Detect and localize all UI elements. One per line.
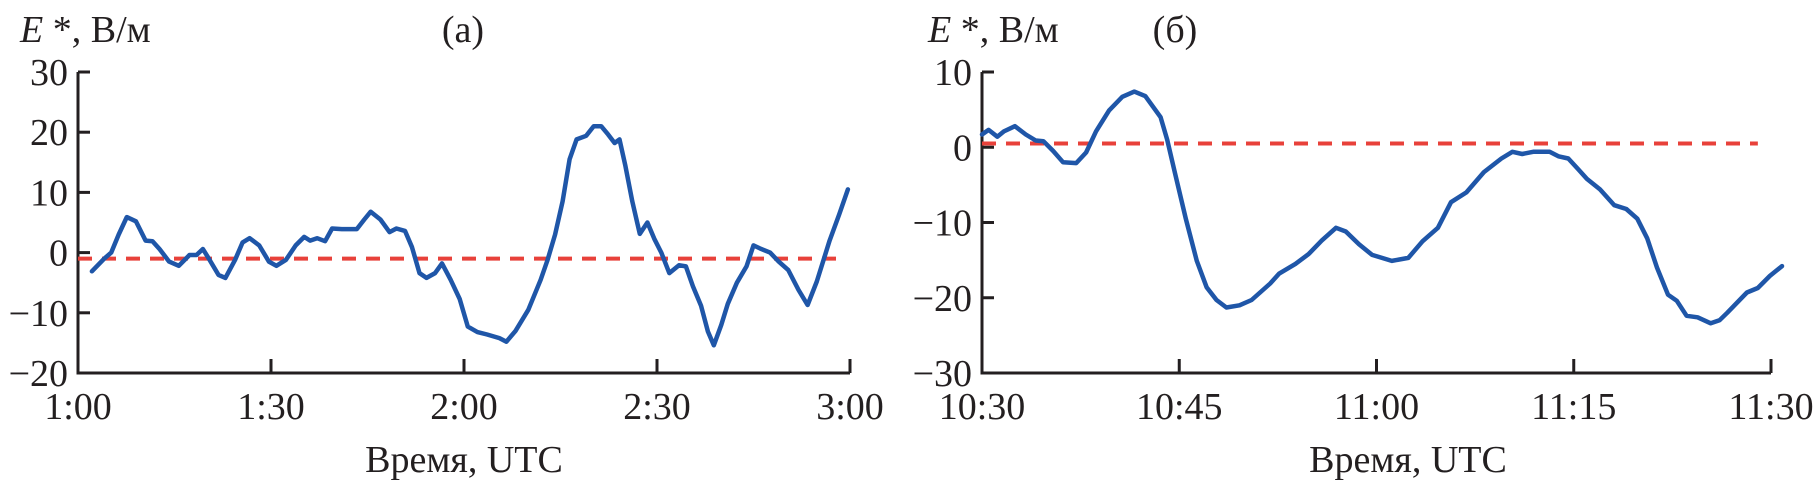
y-tick-label: −20	[913, 278, 972, 320]
x-tick-label: 2:00	[430, 386, 498, 428]
x-axis-title: Время, UTC	[1309, 439, 1507, 481]
x-tick-label: 10:45	[1136, 386, 1223, 428]
y-tick-label: 10	[30, 172, 68, 214]
y-tick-label: 10	[934, 52, 972, 94]
x-tick-label: 1:00	[44, 386, 112, 428]
y-tick-label: 20	[30, 112, 68, 154]
y-tick-label: −10	[913, 203, 972, 245]
y-tick-label: −20	[9, 353, 68, 395]
panel-b: E *, В/м (б) Время, UTC 10 0 −10 −20 −3010:3…	[913, 9, 1814, 481]
x-tick-label: 11:30	[1728, 386, 1813, 428]
x-tick-label: 11:00	[1334, 386, 1419, 428]
y-tick-label: 30	[30, 52, 68, 94]
x-axis-title: Время, UTC	[365, 439, 563, 481]
y-tick-label: 0	[953, 127, 972, 169]
y-tick-label: 0	[49, 233, 68, 275]
axes	[76, 72, 850, 375]
panel-a: E *, В/м (а) Время, UTC 30 20 10 0 −10 −201:0…	[9, 9, 884, 481]
x-tick-label: 2:30	[623, 386, 691, 428]
x-tick-label: 10:30	[939, 386, 1026, 428]
x-tick-label: 1:30	[237, 386, 305, 428]
y-axis-title: E *, В/м	[927, 9, 1059, 51]
y-tick-label: −10	[9, 293, 68, 335]
axes	[980, 72, 1771, 375]
y-axis-title: E *, В/м	[19, 9, 151, 51]
x-tick-label: 11:15	[1531, 386, 1616, 428]
panel-label: (а)	[442, 9, 484, 51]
series-line	[89, 123, 851, 348]
series-line	[979, 89, 1785, 326]
y-tick-label: −30	[913, 353, 972, 395]
x-tick-label: 3:00	[816, 386, 884, 428]
panel-label: (б)	[1153, 9, 1198, 51]
